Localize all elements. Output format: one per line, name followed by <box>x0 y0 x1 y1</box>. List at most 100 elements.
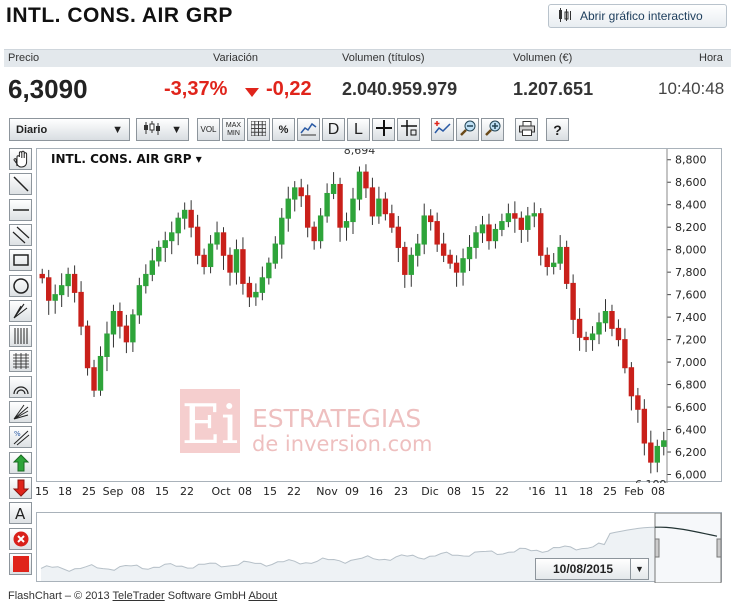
percent-scale-button[interactable]: % <box>272 118 295 141</box>
y-tick-label: 6,400 <box>675 424 707 437</box>
daily-scale-button[interactable]: D <box>322 118 345 141</box>
open-interactive-chart-button[interactable]: Abrir gráfico interactivo <box>548 4 727 28</box>
grid-toggle-button[interactable] <box>247 118 270 141</box>
candle-body <box>156 246 162 262</box>
about-link[interactable]: About <box>248 590 278 602</box>
candle-body <box>486 224 492 242</box>
candle-body <box>557 246 563 264</box>
x-tick-label: 15 <box>471 485 485 498</box>
volume-toggle-button[interactable]: VOL <box>197 118 220 141</box>
x-axis: 15 18 25 Sep 08 15 22 Oct 08 15 22 Nov 09 16 23 Dic 08 15… <box>35 485 665 498</box>
candle-body <box>395 226 402 248</box>
grid-tool-button[interactable] <box>9 350 32 373</box>
zoom-in-button[interactable] <box>481 118 504 141</box>
change-absolute: -0,22 <box>266 78 312 100</box>
candle-body <box>188 209 194 228</box>
quote-header-row: Precio Variación Volumen (títulos) Volum… <box>4 49 731 67</box>
candle-body <box>104 333 110 357</box>
cursor-value-button[interactable] <box>397 118 420 141</box>
candle-body <box>272 243 279 264</box>
arc-tool-button[interactable] <box>9 375 32 398</box>
pitchfork-tool-button[interactable] <box>9 299 32 322</box>
indicators-button[interactable] <box>431 118 454 141</box>
chart-area-button[interactable] <box>297 118 320 141</box>
watermark-logo: Ei <box>182 393 239 456</box>
candle-body <box>227 254 233 273</box>
candle-body <box>143 273 149 287</box>
variation-label: Variación <box>213 52 259 64</box>
text-tool-button[interactable]: A <box>9 502 32 525</box>
navigator-window[interactable] <box>654 512 722 584</box>
horizontal-line-tool-button[interactable] <box>9 198 32 221</box>
candle-body <box>389 213 395 228</box>
candle-body <box>440 243 447 256</box>
crosshair-button[interactable] <box>372 118 395 141</box>
candle-body <box>246 282 253 298</box>
navigator-window-line <box>655 526 718 537</box>
candle-body <box>149 260 155 275</box>
teletrader-link[interactable]: TeleTrader <box>112 590 165 602</box>
color-tool-button[interactable] <box>9 552 32 575</box>
delete-tool-button[interactable] <box>9 527 32 550</box>
log-scale-button[interactable]: L <box>347 118 370 141</box>
y-tick-label: 6,200 <box>675 446 707 459</box>
x-tick-label: 15 <box>35 485 49 498</box>
candle-body <box>602 311 609 324</box>
horizontal-line-icon <box>12 208 29 211</box>
x-tick-label: 18 <box>579 485 593 498</box>
price-chart[interactable]: Ei ESTRATEGIAS de inversion.com 8,800 8,600 8… <box>36 144 722 491</box>
indicator-add-icon <box>434 120 451 139</box>
candle-body <box>201 254 207 268</box>
chevron-down-icon: ▼ <box>630 559 648 579</box>
candle-body <box>466 246 473 260</box>
zoom-in-icon <box>484 120 501 139</box>
price-value: 6,3090 <box>8 74 88 104</box>
navigator-left-handle[interactable] <box>654 538 660 558</box>
max-price-label: 8,694 <box>344 149 376 157</box>
price-label: Precio <box>8 52 40 64</box>
x-tick-label: 08 <box>447 485 461 498</box>
max-min-toggle-button[interactable]: MAX MIN <box>222 118 245 141</box>
y-tick-label: 7,400 <box>675 311 707 324</box>
navigator-date-select[interactable]: 10/08/2015 ▼ <box>535 558 649 580</box>
sell-arrow-tool-button[interactable] <box>9 476 32 499</box>
candle-body <box>402 246 408 275</box>
candle-body <box>609 311 615 329</box>
period-select[interactable]: Diario ▼ <box>9 118 130 141</box>
page-title: INTL. CONS. AIR GRP <box>6 4 233 27</box>
navigator-panel[interactable]: 10/08/2015 ▼ <box>36 512 722 584</box>
chart-type-select[interactable]: ▼ <box>136 118 189 141</box>
candle-body <box>615 327 622 341</box>
buy-arrow-tool-button[interactable] <box>9 451 32 474</box>
fan-tool-button[interactable] <box>9 401 32 423</box>
line-tool-button[interactable] <box>9 173 32 196</box>
candle-body <box>123 325 130 343</box>
help-button[interactable]: ? <box>546 118 569 141</box>
vertical-lines-tool-button[interactable] <box>9 325 32 348</box>
candle-body <box>628 367 635 397</box>
candle-body <box>434 221 440 245</box>
navigator-right-handle[interactable] <box>716 538 722 558</box>
candle-body <box>505 213 512 223</box>
zoom-out-button[interactable] <box>456 118 479 141</box>
circle-tool-button[interactable] <box>9 274 32 297</box>
x-tick-label: 11 <box>554 485 568 498</box>
candle-body <box>65 273 71 287</box>
candle-body <box>324 192 330 217</box>
fibonacci-tool-button[interactable]: % <box>9 426 32 449</box>
help-icon: ? <box>553 121 562 138</box>
x-tick-label: 22 <box>287 485 301 498</box>
channel-tool-button[interactable] <box>9 223 32 246</box>
hand-tool-button[interactable] <box>9 148 32 170</box>
y-tick-label: 6,600 <box>675 401 707 414</box>
text-icon: A <box>15 505 26 522</box>
candle-body <box>363 171 369 189</box>
x-tick-label: 16 <box>369 485 383 498</box>
print-button[interactable] <box>515 118 538 141</box>
x-tick-label: 15 <box>263 485 277 498</box>
chart-instrument-label[interactable]: INTL. CONS. AIR GRP ▾ <box>51 152 202 166</box>
rectangle-tool-button[interactable] <box>9 249 32 272</box>
candle-body <box>330 183 337 194</box>
candle-body <box>194 226 201 256</box>
